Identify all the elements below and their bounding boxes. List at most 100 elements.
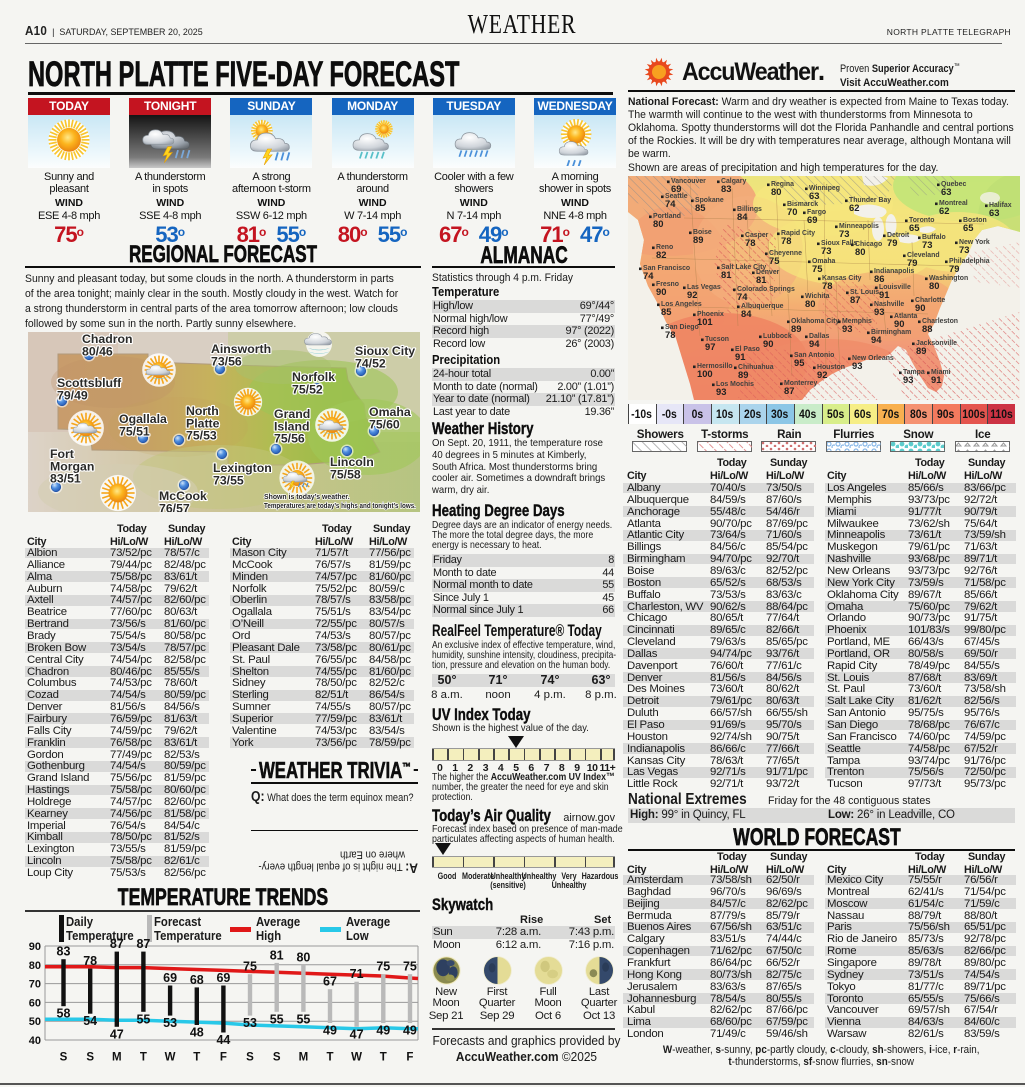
svg-text:60: 60 xyxy=(29,997,41,1009)
svg-text:Fresno: Fresno xyxy=(656,281,679,288)
svg-text:San Diego: San Diego xyxy=(665,324,699,331)
svg-text:Portland: Portland xyxy=(653,213,681,220)
svg-text:91: 91 xyxy=(931,374,941,385)
svg-text:Colorado Springs: Colorado Springs xyxy=(737,286,795,293)
svg-text:69: 69 xyxy=(671,183,681,194)
svg-text:New York: New York xyxy=(959,239,990,246)
svg-text:49: 49 xyxy=(403,1024,417,1038)
svg-text:80: 80 xyxy=(771,186,781,197)
svg-text:Monterrey: Monterrey xyxy=(784,380,817,387)
svg-text:Regina: Regina xyxy=(771,181,794,188)
svg-text:Miami: Miami xyxy=(931,369,951,376)
svg-text:73: 73 xyxy=(839,228,849,239)
svg-text:88: 88 xyxy=(922,323,932,334)
svg-text:83: 83 xyxy=(57,945,71,959)
svg-text:83/51: 83/51 xyxy=(50,472,81,486)
svg-text:Tucson: Tucson xyxy=(705,336,729,343)
svg-text:53: 53 xyxy=(163,1016,177,1030)
svg-text:89: 89 xyxy=(738,369,748,380)
svg-text:69: 69 xyxy=(216,971,230,985)
svg-text:81: 81 xyxy=(270,948,284,962)
svg-text:Cleveland: Cleveland xyxy=(907,252,940,259)
svg-text:78: 78 xyxy=(83,954,97,968)
svg-text:Salt Lake City: Salt Lake City xyxy=(721,264,766,271)
svg-text:Scottsbluff: Scottsbluff xyxy=(57,376,122,390)
svg-text:Charlotte: Charlotte xyxy=(915,297,945,304)
svg-text:Lexington: Lexington xyxy=(213,461,272,475)
svg-text:Ainsworth: Ainsworth xyxy=(211,342,271,356)
svg-text:T: T xyxy=(326,1052,333,1064)
svg-text:Wichita: Wichita xyxy=(805,293,830,300)
svg-text:F: F xyxy=(406,1052,413,1064)
svg-text:Island: Island xyxy=(274,419,310,433)
svg-text:80: 80 xyxy=(929,280,939,291)
svg-text:89: 89 xyxy=(791,323,801,334)
svg-text:Chicago: Chicago xyxy=(855,241,882,248)
svg-text:55: 55 xyxy=(270,1012,284,1026)
svg-text:Cheyenne: Cheyenne xyxy=(769,250,802,257)
svg-text:44: 44 xyxy=(216,1033,230,1047)
svg-text:Omaha: Omaha xyxy=(812,258,836,265)
svg-text:55: 55 xyxy=(296,1012,310,1026)
svg-text:82: 82 xyxy=(656,249,666,260)
svg-text:50: 50 xyxy=(29,1016,41,1028)
svg-text:Hermosillo: Hermosillo xyxy=(697,363,733,370)
svg-text:Bismarck: Bismarck xyxy=(787,201,818,208)
svg-text:Kansas City: Kansas City xyxy=(822,275,862,282)
svg-text:74: 74 xyxy=(737,291,748,302)
svg-text:78: 78 xyxy=(665,329,675,340)
svg-text:Lincoln: Lincoln xyxy=(330,455,374,469)
svg-text:87: 87 xyxy=(136,938,150,951)
svg-text:74: 74 xyxy=(665,198,676,209)
svg-text:75/56: 75/56 xyxy=(274,432,305,446)
svg-text:Casper: Casper xyxy=(745,232,769,239)
svg-text:62: 62 xyxy=(849,202,859,213)
svg-text:Chihuahua: Chihuahua xyxy=(738,364,774,371)
svg-text:94: 94 xyxy=(809,338,820,349)
svg-text:S: S xyxy=(273,1052,281,1064)
svg-text:81: 81 xyxy=(721,269,731,280)
svg-text:Fort: Fort xyxy=(50,447,74,461)
svg-text:79: 79 xyxy=(887,237,897,248)
svg-text:Nashville: Nashville xyxy=(874,301,904,308)
svg-text:75: 75 xyxy=(812,263,822,274)
svg-text:75/52: 75/52 xyxy=(292,382,323,396)
svg-text:73: 73 xyxy=(959,244,969,255)
svg-text:81: 81 xyxy=(756,274,766,285)
svg-text:Minneapolis: Minneapolis xyxy=(839,223,879,230)
svg-text:Toronto: Toronto xyxy=(909,217,935,224)
svg-text:97: 97 xyxy=(705,341,715,352)
svg-text:75/60: 75/60 xyxy=(369,417,400,431)
svg-text:Denver: Denver xyxy=(756,269,780,276)
svg-text:Sioux City: Sioux City xyxy=(355,344,415,358)
svg-text:73/55: 73/55 xyxy=(213,473,244,487)
svg-text:54: 54 xyxy=(83,1014,97,1028)
svg-text:78: 78 xyxy=(781,235,791,246)
svg-text:T: T xyxy=(193,1052,200,1064)
svg-text:Norfolk: Norfolk xyxy=(292,370,335,384)
svg-text:73: 73 xyxy=(821,245,831,256)
svg-text:Lubbock: Lubbock xyxy=(763,333,792,340)
svg-text:T: T xyxy=(380,1052,387,1064)
svg-text:Oklahoma City: Oklahoma City xyxy=(791,318,839,325)
svg-text:74/52: 74/52 xyxy=(355,356,386,370)
svg-text:Jacksonville: Jacksonville xyxy=(916,340,957,347)
svg-text:62: 62 xyxy=(939,205,949,216)
svg-text:93: 93 xyxy=(842,323,852,334)
svg-text:68: 68 xyxy=(190,973,204,987)
svg-text:92: 92 xyxy=(817,369,827,380)
svg-text:89: 89 xyxy=(693,234,703,245)
svg-text:Winnipeg: Winnipeg xyxy=(809,185,840,192)
svg-text:75/58: 75/58 xyxy=(330,467,361,481)
svg-text:Morgan: Morgan xyxy=(50,459,94,473)
svg-text:84: 84 xyxy=(737,211,748,222)
svg-text:93: 93 xyxy=(903,374,913,385)
svg-text:73: 73 xyxy=(922,239,932,250)
svg-text:Charleston: Charleston xyxy=(922,318,958,325)
svg-text:67: 67 xyxy=(323,975,337,989)
svg-text:Montreal: Montreal xyxy=(939,200,968,207)
svg-text:65: 65 xyxy=(963,222,973,233)
svg-text:90: 90 xyxy=(915,302,925,313)
svg-text:92: 92 xyxy=(687,289,697,300)
svg-text:El Paso: El Paso xyxy=(735,346,760,353)
